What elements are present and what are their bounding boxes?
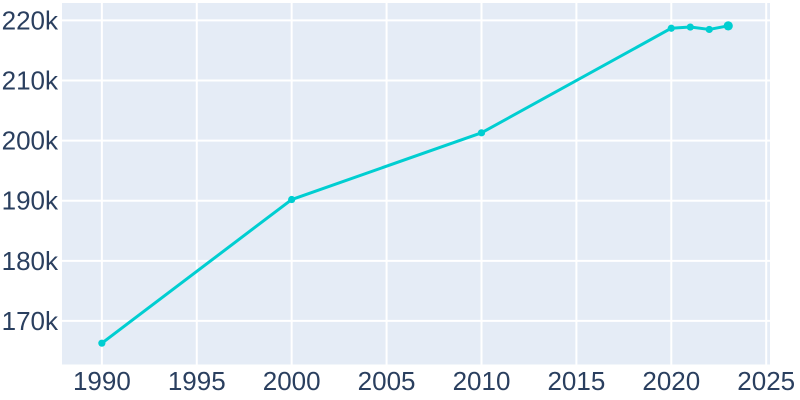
y-tick-label: 180k [2,246,59,276]
data-point-marker [98,339,106,347]
x-tick-label: 2000 [263,366,321,396]
x-tick-label: 2010 [453,366,511,396]
data-point-marker [288,195,296,204]
data-point-marker [705,25,713,34]
y-tick-label: 220k [2,5,59,35]
x-tick-label: 2015 [547,366,605,396]
x-tick-label: 2005 [358,366,416,396]
x-tick-label: 2025 [737,366,795,396]
data-point-marker [686,23,694,31]
x-tick-label: 1990 [73,366,131,396]
data-point-marker [477,129,486,137]
y-tick-label: 190k [2,186,59,216]
x-tick-label: 1995 [168,366,226,396]
data-point-marker [667,24,675,32]
y-tick-label: 210k [2,66,59,96]
y-tick-label: 200k [2,126,59,156]
y-tick-label: 170k [2,306,59,336]
x-tick-label: 2020 [642,366,700,396]
data-point-marker [723,21,733,31]
plot-area [62,3,770,365]
